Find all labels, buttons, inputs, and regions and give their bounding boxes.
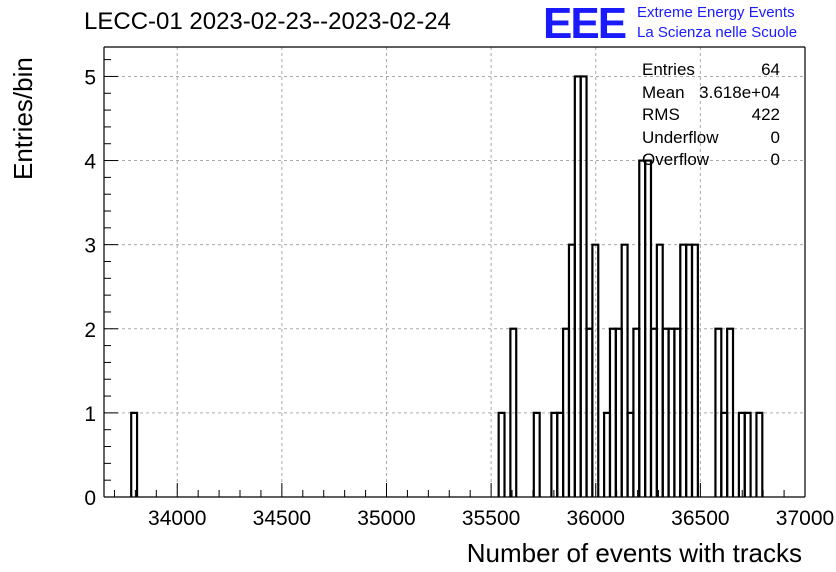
x-axis-label: Number of events with tracks [466, 538, 802, 568]
histogram-bin [743, 411, 752, 497]
histogram-bin [591, 243, 600, 497]
histogram-bin [532, 411, 541, 497]
histogram-bin [130, 411, 139, 497]
axes: 34000 34500 35000 35500 36000 36500 3700001234… [84, 46, 834, 530]
y-tick-label: 4 [84, 151, 96, 174]
eee-logo: EEE Extreme Energy Events La Scienza nel… [543, 2, 833, 46]
stats-box: Entries 64 Mean 3.618e+04 RMS 422 Underflow 0 Ov… [642, 60, 780, 173]
histogram-bin [755, 411, 764, 497]
x-tick-label: 35000 [357, 507, 415, 530]
stat-label: Entries [642, 60, 695, 79]
stat-row: Mean 3.618e+04 [642, 83, 780, 106]
x-tick-label: 34500 [253, 507, 311, 530]
y-tick-label: 3 [84, 235, 96, 258]
x-tick-label: 36000 [567, 507, 625, 530]
histogram-bin [497, 411, 506, 497]
histogram-bin [726, 327, 735, 497]
y-tick-label: 0 [84, 487, 96, 510]
histogram-bin [509, 327, 518, 497]
stat-value: 422 [751, 105, 780, 124]
stat-row: RMS 422 [642, 105, 780, 128]
y-tick-label: 2 [84, 319, 96, 342]
eee-logo-mark: EEE [543, 0, 627, 48]
histogram-bin [690, 243, 699, 497]
stat-row: Underflow 0 [642, 128, 780, 151]
x-tick-label: 36500 [671, 507, 729, 530]
stat-value: 3.618e+04 [699, 82, 780, 102]
eee-logo-text-line2: La Scienza nelle Scuole [637, 24, 798, 41]
y-tick-label: 5 [84, 66, 96, 89]
histogram-bin [579, 75, 588, 497]
stat-label: Underflow [642, 127, 719, 147]
stat-value: 0 [770, 150, 780, 169]
stat-label: Mean [642, 82, 685, 102]
histogram-bin [620, 243, 629, 497]
histogram-bars [130, 75, 764, 497]
eee-logo-text-line1: Extreme Energy Events [637, 4, 795, 21]
chart-title: LECC-01 2023-02-23--2023-02-24 [84, 8, 451, 35]
stat-label: Overflow [642, 150, 710, 169]
stat-value: 0 [770, 127, 780, 147]
x-tick-label: 34000 [148, 507, 206, 530]
x-tick-label: 35500 [462, 507, 520, 530]
stat-row: Overflow 0 [642, 150, 780, 173]
stat-row: Entries 64 [642, 60, 780, 83]
y-axis-label: Entries/bin [8, 57, 38, 180]
x-tick-label: 37000 [776, 507, 834, 530]
stat-label: RMS [642, 105, 680, 124]
stat-value: 64 [761, 60, 780, 79]
y-tick-label: 1 [84, 403, 96, 426]
